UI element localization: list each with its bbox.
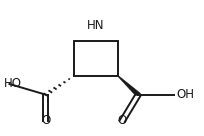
Text: OH: OH [176, 88, 194, 101]
Text: HN: HN [87, 19, 105, 32]
Text: HO: HO [3, 78, 21, 90]
Polygon shape [118, 76, 141, 96]
Text: O: O [41, 114, 50, 127]
Text: O: O [118, 114, 127, 127]
